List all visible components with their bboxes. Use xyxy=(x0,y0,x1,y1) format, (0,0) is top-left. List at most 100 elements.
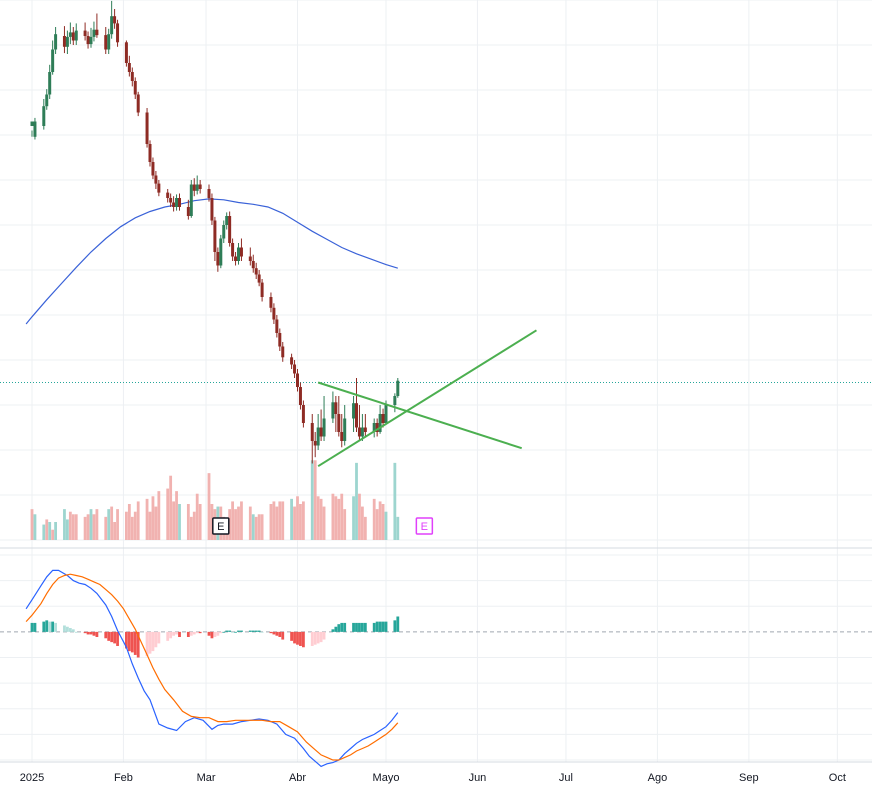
macd-histogram-bar xyxy=(68,628,72,632)
macd-histogram-bar xyxy=(166,631,170,641)
volume-bar xyxy=(281,501,285,540)
macd-histogram-bar xyxy=(219,631,223,634)
volume-bar xyxy=(331,493,335,540)
candle-body xyxy=(237,247,240,261)
candle-body xyxy=(127,63,131,72)
candle-body xyxy=(357,427,361,437)
volume-bar xyxy=(296,496,299,540)
x-axis-tick-label: Sep xyxy=(739,772,759,784)
volume-bar xyxy=(319,498,323,540)
volume-bar xyxy=(310,460,314,540)
volume-bar xyxy=(45,519,49,540)
macd-histogram-bar xyxy=(125,631,128,649)
x-axis-tick-label: Mayo xyxy=(373,772,400,784)
earnings-marker[interactable] xyxy=(212,517,230,535)
macd-histogram-bar xyxy=(313,631,317,645)
volume-bar xyxy=(375,509,379,540)
macd-histogram-bar xyxy=(222,631,226,633)
candle-body xyxy=(151,162,155,176)
macd-histogram-bar xyxy=(133,631,137,655)
candle-body xyxy=(51,49,55,72)
volume-bar xyxy=(384,511,388,540)
candle-body xyxy=(248,256,252,261)
volume-bar xyxy=(178,504,181,540)
macd-histogram-bar xyxy=(30,622,34,632)
macd-histogram-bar xyxy=(198,631,202,634)
volume-bar xyxy=(33,514,37,540)
macd-histogram-bar xyxy=(340,622,344,632)
candle-body xyxy=(62,36,66,47)
x-axis-tick-label: Oct xyxy=(829,772,846,784)
volume-bar xyxy=(68,511,72,540)
earnings-marker-label: E xyxy=(217,521,224,533)
macd-histogram-bar xyxy=(322,631,326,640)
candle-body xyxy=(231,243,235,257)
volume-bar xyxy=(192,511,196,540)
macd-histogram-bar xyxy=(251,630,255,632)
candle-body xyxy=(166,192,170,198)
volume-bar xyxy=(378,501,382,540)
macd-histogram-bar xyxy=(175,631,178,635)
candle-body xyxy=(207,189,211,198)
macd-histogram-bar xyxy=(237,630,240,632)
macd-histogram-bar xyxy=(116,631,119,646)
candle-body xyxy=(293,364,297,374)
candle-body xyxy=(296,373,299,387)
x-axis-tick-label: Ago xyxy=(648,772,668,784)
macd-histogram-bar xyxy=(186,631,190,637)
candle-body xyxy=(352,403,356,419)
macd-histogram-bar xyxy=(278,631,282,637)
macd-histogram-bar xyxy=(316,631,320,644)
macd-histogram-bar xyxy=(213,631,217,637)
candle-body xyxy=(107,34,111,50)
macd-histogram-bar xyxy=(361,622,364,632)
x-axis-tick-label: 2025 xyxy=(20,772,44,784)
volume-bar xyxy=(136,501,140,540)
macd-histogram-bar xyxy=(157,631,161,644)
candle-body xyxy=(343,418,347,441)
volume-bar xyxy=(251,514,255,540)
volume-bar xyxy=(210,504,214,540)
volume-bar xyxy=(358,493,361,540)
macd-histogram-bar xyxy=(107,631,111,641)
volume-bar xyxy=(290,498,293,540)
candle-body xyxy=(130,72,134,81)
earnings-marker[interactable] xyxy=(415,517,434,535)
volume-bar xyxy=(240,501,243,540)
candle-body xyxy=(375,423,379,432)
macd-histogram-bar xyxy=(257,630,261,632)
candle-body xyxy=(269,297,273,308)
x-axis-tick-label: Feb xyxy=(114,772,133,784)
trendline[interactable] xyxy=(317,329,537,468)
candle-body xyxy=(396,380,400,396)
volume-bar xyxy=(95,509,99,540)
volume-bar xyxy=(133,511,137,540)
volume-bar xyxy=(107,509,111,540)
candle-body xyxy=(154,175,158,184)
candle-body xyxy=(272,307,276,320)
candle-body xyxy=(172,202,176,207)
candle-body xyxy=(363,427,367,432)
candle-body xyxy=(92,29,96,37)
macd-histogram-bar xyxy=(248,630,252,632)
trendline[interactable] xyxy=(317,381,523,450)
volume-bar xyxy=(302,501,305,540)
x-axis-tick-label: Abr xyxy=(289,772,306,784)
volume-bar xyxy=(322,506,326,540)
volume-bar xyxy=(372,498,376,540)
candle-body xyxy=(281,346,285,358)
volume-bar xyxy=(340,493,344,540)
volume-bar xyxy=(352,496,355,540)
candle-body xyxy=(381,414,385,423)
candle-body xyxy=(189,184,193,216)
volume-bar xyxy=(316,496,320,540)
volume-bar xyxy=(54,522,57,540)
volume-bar xyxy=(393,462,397,540)
volume-bar xyxy=(175,491,178,540)
candle-body xyxy=(175,198,179,207)
volume-bar xyxy=(125,511,128,540)
x-axis-tick-label: Jun xyxy=(469,772,487,784)
candle-body xyxy=(331,402,335,419)
